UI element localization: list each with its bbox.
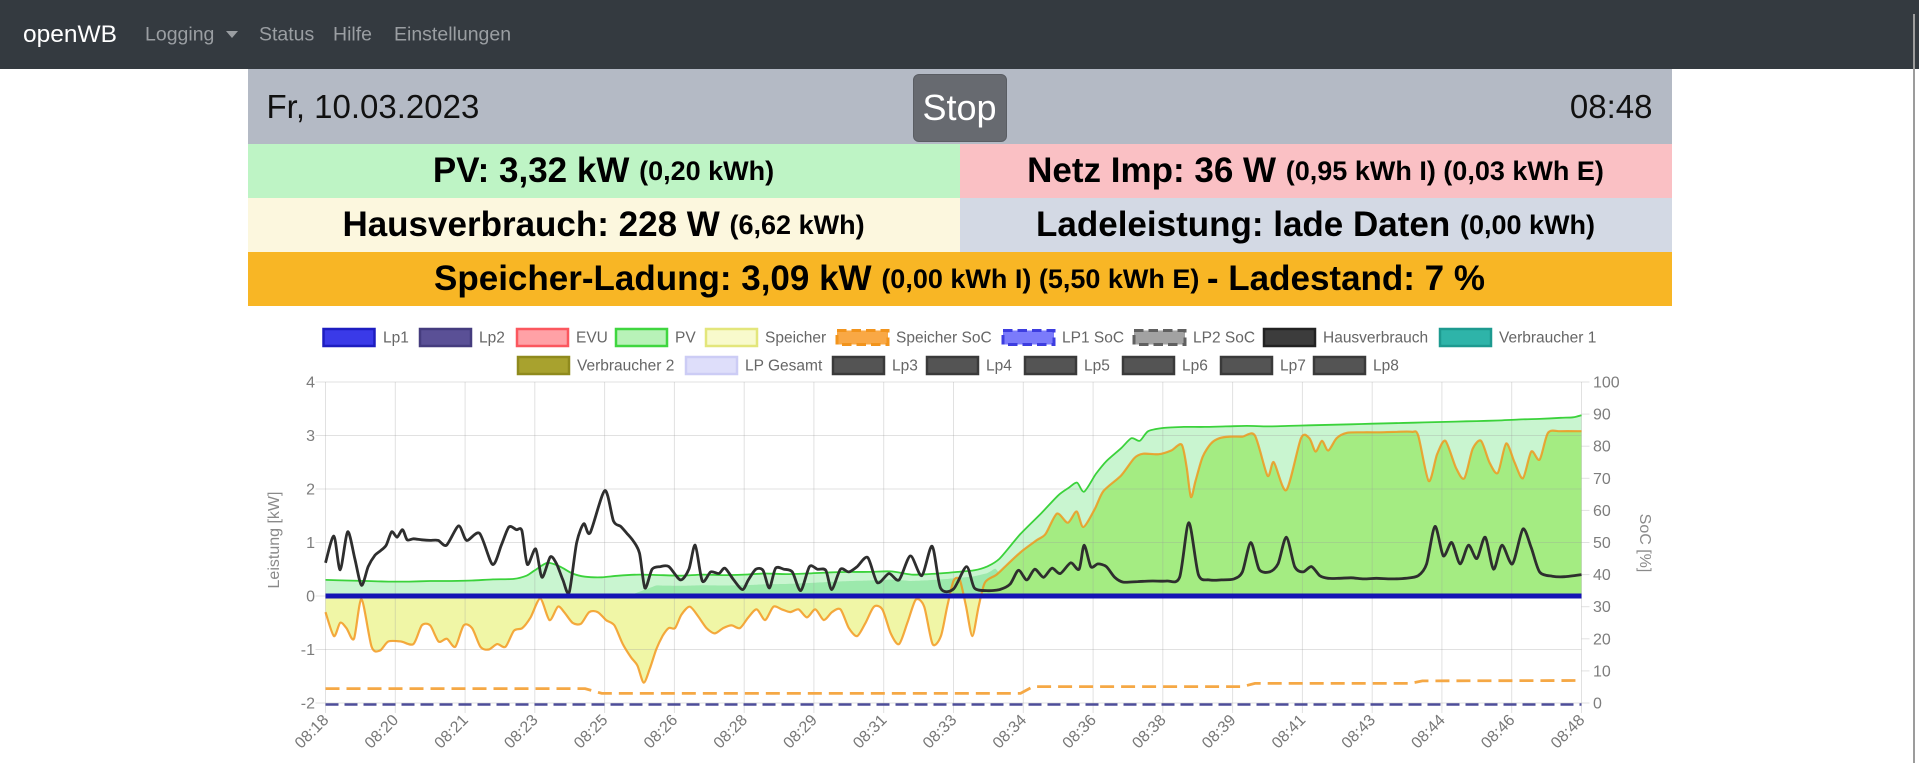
svg-text:08:33: 08:33 [919, 712, 959, 752]
svg-text:Lp8: Lp8 [1373, 358, 1399, 375]
svg-text:08:41: 08:41 [1268, 712, 1308, 752]
svg-text:08:28: 08:28 [710, 712, 750, 752]
svg-text:3: 3 [306, 428, 315, 445]
svg-text:08:31: 08:31 [850, 712, 890, 752]
svg-text:08:34: 08:34 [989, 712, 1029, 752]
svg-text:Speicher SoC: Speicher SoC [896, 330, 992, 347]
svg-text:Lp2: Lp2 [479, 330, 505, 347]
svg-text:Lp6: Lp6 [1182, 358, 1208, 375]
svg-text:40: 40 [1593, 567, 1611, 584]
svg-text:60: 60 [1593, 503, 1611, 520]
svg-text:-2: -2 [300, 696, 314, 713]
svg-text:2: 2 [306, 482, 315, 499]
svg-text:0: 0 [306, 589, 315, 606]
svg-text:08:18: 08:18 [291, 712, 331, 752]
svg-text:10: 10 [1593, 663, 1611, 680]
svg-text:100: 100 [1593, 375, 1620, 392]
svg-text:SoC [%]: SoC [%] [1636, 514, 1653, 573]
svg-text:08:43: 08:43 [1338, 712, 1378, 752]
svg-text:LP Gesamt: LP Gesamt [745, 358, 823, 375]
svg-text:08:23: 08:23 [501, 712, 541, 752]
svg-text:20: 20 [1593, 631, 1611, 648]
svg-text:0: 0 [1593, 696, 1602, 713]
svg-text:LP2 SoC: LP2 SoC [1193, 330, 1255, 347]
svg-text:EVU: EVU [576, 330, 608, 347]
svg-text:4: 4 [306, 375, 315, 392]
svg-text:Lp1: Lp1 [383, 330, 409, 347]
svg-text:Leistung [kW]: Leistung [kW] [266, 492, 283, 589]
svg-text:Lp4: Lp4 [986, 358, 1012, 375]
svg-text:80: 80 [1593, 439, 1611, 456]
svg-text:50: 50 [1593, 535, 1611, 552]
svg-text:90: 90 [1593, 407, 1611, 424]
svg-text:30: 30 [1593, 599, 1611, 616]
svg-text:70: 70 [1593, 471, 1611, 488]
svg-text:08:39: 08:39 [1199, 712, 1239, 752]
svg-text:1: 1 [306, 535, 315, 552]
svg-text:Lp3: Lp3 [892, 358, 918, 375]
svg-text:Verbraucher 2: Verbraucher 2 [577, 358, 674, 375]
svg-text:08:21: 08:21 [431, 712, 471, 752]
svg-text:Hausverbrauch: Hausverbrauch [1323, 330, 1428, 347]
svg-text:Lp7: Lp7 [1280, 358, 1306, 375]
svg-text:08:44: 08:44 [1408, 712, 1448, 752]
svg-text:08:46: 08:46 [1478, 712, 1518, 752]
svg-text:LP1 SoC: LP1 SoC [1062, 330, 1124, 347]
svg-text:08:38: 08:38 [1129, 712, 1169, 752]
svg-text:Speicher: Speicher [765, 330, 826, 347]
svg-text:Verbraucher 1: Verbraucher 1 [1499, 330, 1596, 347]
svg-text:-1: -1 [300, 642, 314, 659]
svg-text:08:48: 08:48 [1547, 712, 1587, 752]
svg-text:08:29: 08:29 [780, 712, 820, 752]
svg-text:PV: PV [675, 330, 696, 347]
svg-text:08:25: 08:25 [571, 712, 611, 752]
svg-text:08:36: 08:36 [1059, 712, 1099, 752]
svg-text:08:20: 08:20 [361, 712, 401, 752]
svg-text:08:26: 08:26 [640, 712, 680, 752]
svg-text:Lp5: Lp5 [1084, 358, 1110, 375]
